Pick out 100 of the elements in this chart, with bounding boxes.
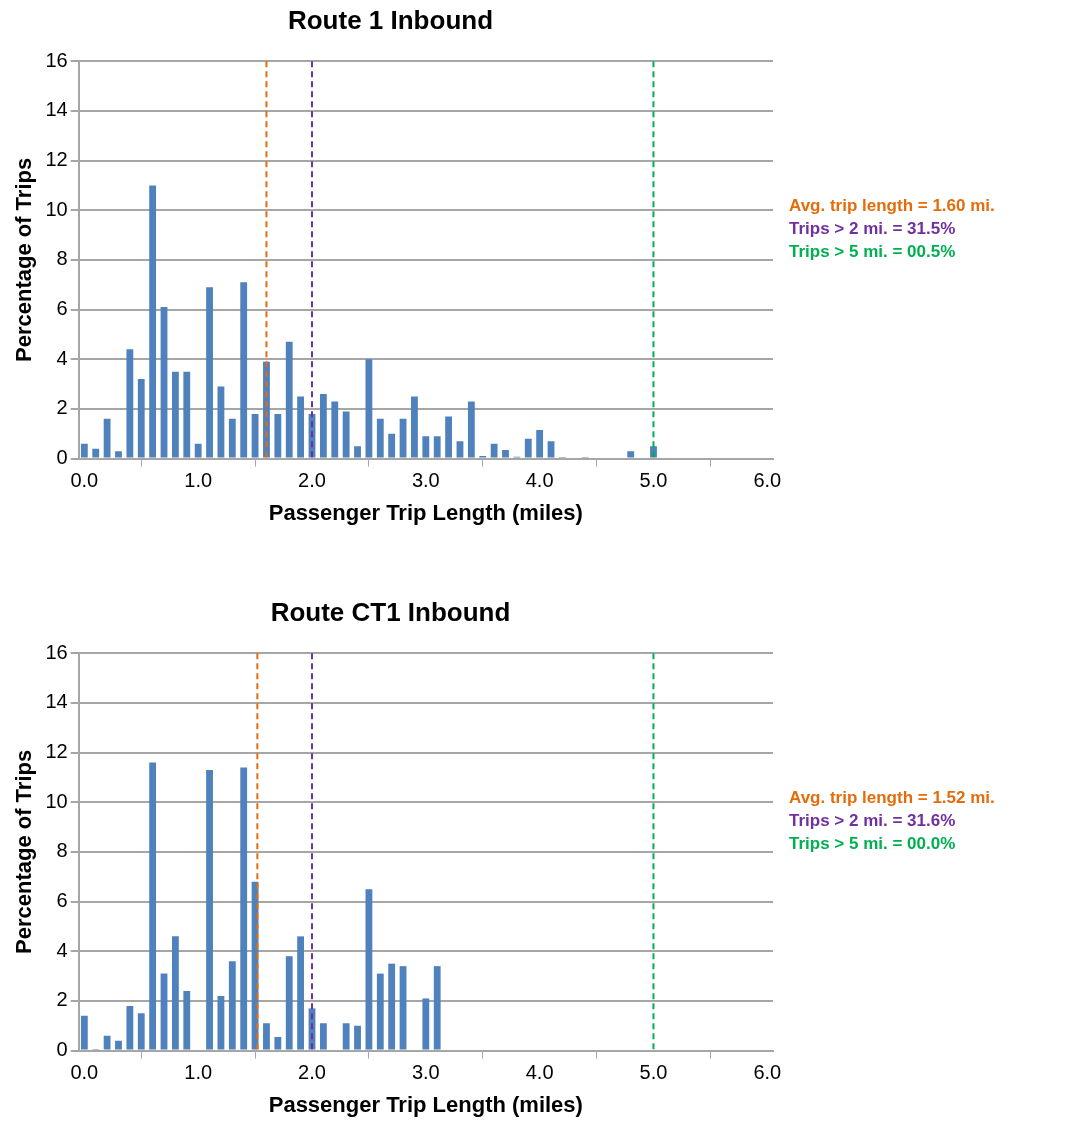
bar bbox=[126, 349, 134, 458]
bar bbox=[274, 413, 282, 458]
bar bbox=[445, 416, 452, 458]
bar bbox=[103, 418, 111, 458]
bar bbox=[194, 443, 202, 458]
x-axis-title: Passenger Trip Length (miles) bbox=[268, 499, 583, 525]
bar bbox=[433, 966, 441, 1050]
bar bbox=[411, 396, 418, 458]
y-tick-label: 6 bbox=[56, 889, 68, 912]
bar bbox=[627, 451, 635, 458]
bar bbox=[80, 1015, 88, 1050]
bar bbox=[502, 449, 509, 458]
bar bbox=[297, 936, 305, 1050]
y-tick-label: 8 bbox=[56, 839, 68, 862]
bar bbox=[365, 359, 373, 458]
bar bbox=[297, 396, 305, 458]
x-tick-label: 6.0 bbox=[753, 1061, 782, 1084]
bar bbox=[536, 430, 544, 458]
bar bbox=[228, 961, 236, 1050]
y-tick-label: 2 bbox=[56, 988, 68, 1011]
bar bbox=[103, 1035, 111, 1050]
ref-line-label: Trips > 5 mi. = 00.0% bbox=[789, 833, 956, 853]
y-tick-label: 6 bbox=[56, 297, 68, 320]
x-tick-label: 5.0 bbox=[639, 469, 668, 492]
x-tick-label: 2.0 bbox=[298, 469, 326, 492]
bar bbox=[388, 433, 396, 458]
bar bbox=[274, 1036, 282, 1050]
bar bbox=[240, 282, 248, 458]
bar bbox=[376, 973, 384, 1050]
y-tick-label: 14 bbox=[45, 98, 68, 121]
bar bbox=[171, 371, 179, 458]
y-tick-label: 14 bbox=[45, 690, 68, 713]
bar bbox=[240, 767, 248, 1050]
bar bbox=[171, 936, 179, 1050]
y-tick-label: 8 bbox=[56, 247, 68, 270]
y-tick-label: 12 bbox=[45, 148, 68, 171]
bar bbox=[342, 411, 350, 458]
ref-line-label: Trips > 5 mi. = 00.5% bbox=[789, 241, 956, 261]
y-axis-title: Percentage of Trips bbox=[11, 749, 37, 954]
x-tick-label: 4.0 bbox=[525, 1061, 554, 1084]
bar bbox=[342, 1023, 350, 1050]
bar bbox=[524, 438, 532, 458]
bar bbox=[228, 418, 236, 458]
x-tick-label: 2.0 bbox=[298, 1061, 326, 1084]
y-tick-label: 16 bbox=[45, 640, 68, 663]
ref-line-label: Trips > 2 mi. = 31.6% bbox=[789, 810, 956, 830]
bar bbox=[433, 436, 441, 458]
bar bbox=[376, 418, 384, 458]
bar bbox=[354, 1025, 361, 1050]
bar bbox=[206, 287, 213, 458]
bar bbox=[331, 401, 339, 458]
y-tick-label: 0 bbox=[56, 1038, 68, 1061]
y-tick-label: 4 bbox=[56, 938, 68, 961]
y-tick-label: 16 bbox=[45, 48, 68, 71]
bar bbox=[137, 1013, 145, 1050]
bar bbox=[149, 185, 157, 458]
bar bbox=[80, 443, 88, 458]
bar bbox=[547, 441, 555, 458]
x-tick-label: 6.0 bbox=[753, 469, 782, 492]
chart-title: Route 1 Inbound bbox=[287, 4, 494, 35]
bar bbox=[422, 436, 430, 458]
y-tick-label: 0 bbox=[56, 446, 68, 469]
x-tick-label: 1.0 bbox=[184, 1061, 213, 1084]
x-tick-label: 1.0 bbox=[184, 469, 213, 492]
bar bbox=[467, 401, 475, 458]
bar bbox=[115, 1040, 122, 1050]
y-axis-title: Percentage of Trips bbox=[11, 157, 37, 362]
bar bbox=[422, 998, 430, 1050]
bar bbox=[183, 371, 191, 458]
ref-line-label: Trips > 2 mi. = 31.5% bbox=[789, 218, 956, 238]
x-tick-label: 4.0 bbox=[525, 469, 554, 492]
bar bbox=[126, 1005, 134, 1050]
y-tick-label: 2 bbox=[56, 396, 68, 419]
y-tick-label: 12 bbox=[45, 740, 68, 763]
bar bbox=[263, 1023, 270, 1050]
chart-title: Route CT1 Inbound bbox=[270, 596, 511, 627]
ref-line-label: Avg. trip length = 1.52 mi. bbox=[789, 787, 995, 807]
ref-line-label: Avg. trip length = 1.60 mi. bbox=[789, 195, 995, 215]
bar bbox=[388, 963, 396, 1050]
bar bbox=[206, 769, 213, 1050]
bar bbox=[490, 443, 498, 458]
y-tick-label: 4 bbox=[56, 346, 68, 369]
bar bbox=[115, 451, 122, 458]
y-tick-label: 10 bbox=[45, 789, 68, 812]
bar bbox=[183, 990, 191, 1050]
x-tick-label: 0.0 bbox=[70, 469, 99, 492]
x-tick-label: 0.0 bbox=[70, 1061, 99, 1084]
bar bbox=[319, 394, 327, 458]
bar bbox=[319, 1023, 327, 1050]
bar bbox=[354, 446, 361, 458]
x-tick-label: 5.0 bbox=[639, 1061, 668, 1084]
bar bbox=[92, 448, 100, 458]
x-axis-title: Passenger Trip Length (miles) bbox=[268, 1091, 583, 1117]
y-tick-label: 10 bbox=[45, 197, 68, 220]
bar bbox=[365, 889, 373, 1050]
bar bbox=[285, 956, 293, 1050]
x-tick-label: 3.0 bbox=[411, 469, 440, 492]
bar bbox=[456, 441, 464, 458]
bar bbox=[137, 379, 145, 458]
bar bbox=[149, 762, 157, 1050]
